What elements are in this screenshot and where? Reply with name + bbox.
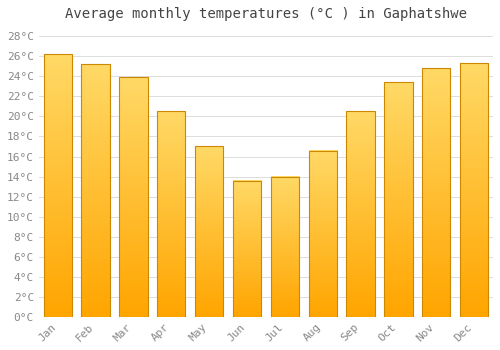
Bar [270,176,299,317]
Bar [44,54,72,317]
Bar [195,147,224,317]
Title: Average monthly temperatures (°C ) in Gaphatshwe: Average monthly temperatures (°C ) in Ga… [65,7,467,21]
Bar [346,111,375,317]
Bar [119,77,148,317]
Bar [233,181,261,317]
Bar [460,63,488,317]
Bar [82,64,110,317]
Bar [157,111,186,317]
Bar [384,82,412,317]
Bar [308,150,337,317]
Bar [422,68,450,317]
